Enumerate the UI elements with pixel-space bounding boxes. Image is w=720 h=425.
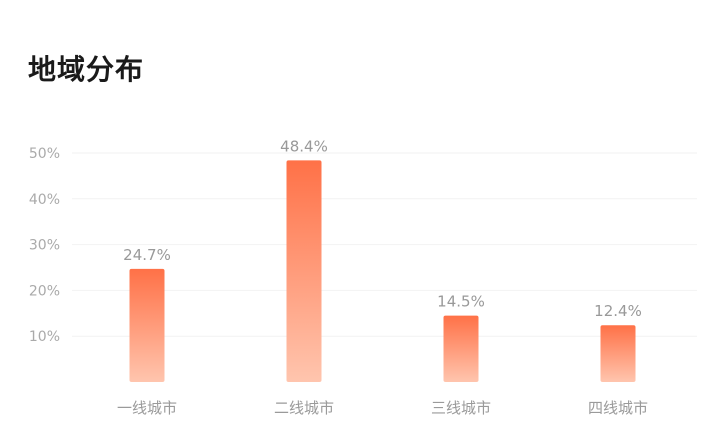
bar bbox=[129, 268, 165, 382]
bar bbox=[286, 160, 322, 382]
bar bbox=[600, 325, 636, 382]
x-tick-label: 二线城市 bbox=[274, 399, 334, 417]
x-tick-label: 四线城市 bbox=[588, 399, 648, 417]
data-label: 24.7% bbox=[123, 246, 171, 264]
y-tick-label: 10% bbox=[29, 329, 60, 345]
data-label: 12.4% bbox=[594, 302, 642, 320]
y-tick-label: 40% bbox=[29, 192, 60, 208]
data-label: 14.5% bbox=[437, 293, 485, 311]
y-tick-label: 50% bbox=[29, 146, 60, 162]
bar bbox=[443, 315, 479, 382]
x-tick-label: 三线城市 bbox=[431, 399, 491, 417]
y-tick-label: 20% bbox=[29, 283, 60, 299]
data-label: 48.4% bbox=[280, 137, 328, 155]
y-tick-label: 30% bbox=[29, 238, 60, 254]
chart-title: 地域分布 bbox=[28, 53, 145, 86]
x-tick-label: 一线城市 bbox=[117, 399, 177, 417]
